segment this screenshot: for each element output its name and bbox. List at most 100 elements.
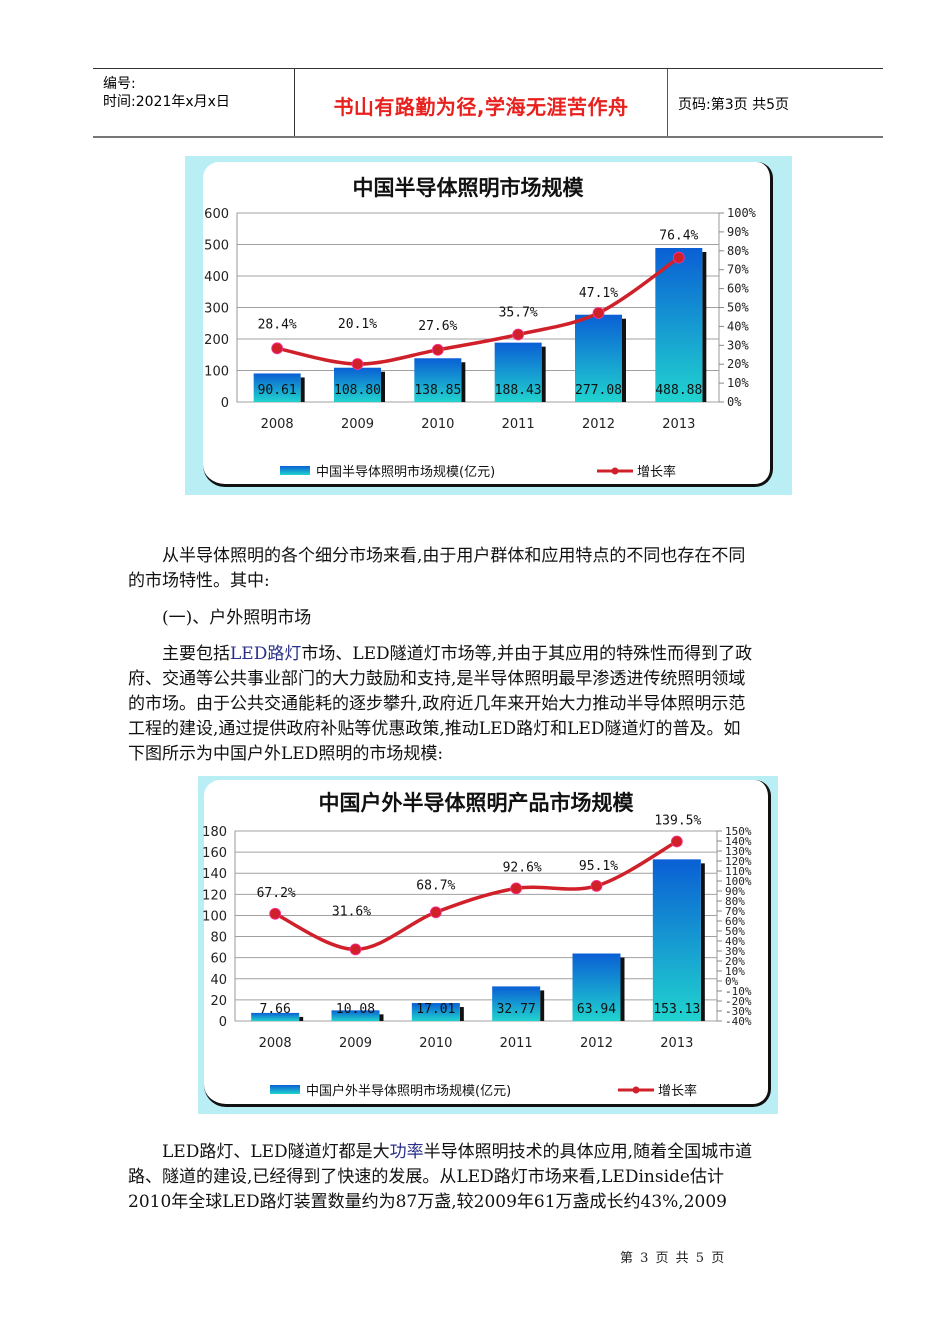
header-meta-cell: 编号: 时间:2021年x月x日 <box>93 69 295 136</box>
y2-axis-tick: 30% <box>725 945 745 958</box>
y-axis-tick: 60 <box>210 952 227 967</box>
x-axis-label: 2009 <box>339 1036 372 1051</box>
bar-value-label: 32.77 <box>497 1002 536 1017</box>
y-axis-tick: 200 <box>204 333 229 348</box>
y2-axis-tick: 110% <box>725 865 752 878</box>
bar-value-label: 108.80 <box>334 383 381 398</box>
page-number-label: 页码:第3页 共5页 <box>678 97 789 113</box>
growth-rate-label: 20.1% <box>338 317 377 332</box>
text-span: 市场、LED隧道灯市场等,并由于其应用的特殊性而得到了政 <box>301 644 753 664</box>
y-axis-tick: 100 <box>202 909 227 924</box>
legend-line-label: 增长率 <box>658 1083 697 1099</box>
power-link[interactable]: 功率 <box>389 1142 424 1162</box>
growth-rate-label: 27.6% <box>418 319 457 334</box>
text-line: 2010年全球LED路灯装置数量约为87万盏,较2009年61万盏成长约43%,… <box>128 1192 727 1212</box>
y2-axis-tick: 50% <box>727 301 749 315</box>
y2-axis-tick: 140% <box>725 835 752 848</box>
y2-axis-tick: -30% <box>725 1005 752 1018</box>
led-streetlight-link[interactable]: LED路灯 <box>230 644 302 664</box>
x-axis-label: 2013 <box>660 1036 693 1051</box>
y2-axis-tick: -10% <box>725 985 752 998</box>
chart-outdoor-lighting-market: 中国户外半导体照明产品市场规模 0 20 40 60 80 100 120 140 160 180 -… <box>198 776 778 1114</box>
text-span: LED路灯、LED隧道灯都是大 <box>162 1142 390 1162</box>
y2-axis-tick: 150% <box>725 825 752 838</box>
y-axis-tick: 20 <box>210 994 227 1009</box>
text-line: 的市场特性。其中: <box>128 571 270 591</box>
text-span: 半导体照明技术的具体应用,随着全国城市道 <box>423 1142 753 1162</box>
growth-rate-marker <box>429 906 442 919</box>
bar <box>331 1010 380 1021</box>
y2-axis-tick: 80% <box>727 244 749 258</box>
chart-semiconductor-lighting-market: 中国半导体照明市场规模 0 100 200 300 400 500 600 0% 10% 20% 30… <box>185 156 792 495</box>
y2-axis-tick: 20% <box>725 955 745 968</box>
y2-axis-tick: 100% <box>725 875 752 888</box>
section-heading-outdoor: (一)、户外照明市场 <box>128 606 853 631</box>
growth-rate-label: 67.2% <box>257 886 296 901</box>
x-axis-label: 2011 <box>500 1036 533 1051</box>
text-line: 的市场。由于公共交通能耗的逐步攀升,政府近几年来开始大力推动半导体照明示范 <box>128 694 746 714</box>
y2-axis-tick: 100% <box>727 206 757 220</box>
bar <box>492 986 541 1021</box>
text-line: 府、交通等公共事业部门的大力鼓励和支持,是半导体照明最早渗透进传统照明领域 <box>128 669 746 689</box>
text-line: 工程的建设,通过提供政府补贴等优惠政策,推动LED路灯和LED隧道灯的普及。如 <box>128 719 741 739</box>
bar-value-label: 488.88 <box>655 383 702 398</box>
text-line: 下图所示为中国户外LED照明的市场规模: <box>128 744 444 764</box>
y2-axis-tick: -20% <box>725 995 752 1008</box>
chart-1-canvas: 中国半导体照明市场规模 0 100 200 300 400 500 600 0% 10% 20% 30… <box>204 176 757 480</box>
growth-rate-marker <box>590 880 603 892</box>
paragraph-outdoor: 主要包括LED路灯市场、LED隧道灯市场等,并由于其应用的特殊性而得到了政 府、… <box>128 642 853 767</box>
growth-rate-marker <box>269 907 282 920</box>
x-axis-label: 2012 <box>582 417 615 432</box>
growth-rate-line <box>276 256 680 366</box>
text-line: 主要包括LED路灯市场、LED隧道灯市场等,并由于其应用的特殊性而得到了政 <box>128 642 853 667</box>
legend-bar-swatch <box>280 466 310 475</box>
growth-rate-label: 28.4% <box>258 317 297 332</box>
legend-bar-label: 中国半导体照明市场规模(亿元) <box>316 464 495 480</box>
bar-value-label: 153.13 <box>653 1002 700 1017</box>
y-axis-tick: 600 <box>204 207 229 222</box>
y2-axis-tick: 0% <box>727 395 742 409</box>
y2-axis-tick: 130% <box>725 845 752 858</box>
growth-rate-label: 95.1% <box>579 859 618 874</box>
y-axis-tick: 500 <box>204 239 229 254</box>
y-axis-tick: 400 <box>204 270 229 285</box>
growth-rate-marker <box>351 358 364 370</box>
bar <box>494 342 542 402</box>
growth-rate-marker <box>512 328 525 341</box>
header-page-cell: 页码:第3页 共5页 <box>668 69 883 136</box>
y2-axis-tick: 90% <box>725 885 745 898</box>
growth-rate-marker <box>349 943 362 956</box>
heading-text: (一)、户外照明市场 <box>162 608 312 628</box>
x-axis-label: 2009 <box>341 417 374 432</box>
bar <box>334 367 381 402</box>
bar-value-label: 277.08 <box>575 383 622 398</box>
header-motto-cell: 书山有路勤为径,学海无涯苦作舟 <box>295 69 668 136</box>
y2-axis-tick: 20% <box>727 357 749 371</box>
x-axis-label: 2010 <box>419 1036 452 1051</box>
bar <box>251 1012 300 1021</box>
bar <box>572 953 621 1021</box>
y2-axis-tick: 50% <box>725 925 745 938</box>
legend-bar-label: 中国户外半导体照明市场规模(亿元) <box>306 1083 511 1099</box>
text-line: LED路灯、LED隧道灯都是大功率半导体照明技术的具体应用,随着全国城市道 <box>128 1140 853 1165</box>
y2-axis-tick: 90% <box>727 225 749 239</box>
bar <box>414 358 462 402</box>
page-footer: 第 3 页 共 5 页 <box>620 1251 725 1266</box>
paragraph-led-streetlight: LED路灯、LED隧道灯都是大功率半导体照明技术的具体应用,随着全国城市道 路、… <box>128 1140 853 1215</box>
bar-value-label: 90.61 <box>258 383 297 398</box>
page-header: 编号: 时间:2021年x月x日 书山有路勤为径,学海无涯苦作舟 页码:第3页 … <box>93 68 883 138</box>
y2-axis-tick: 70% <box>727 263 749 277</box>
bar-value-label: 17.01 <box>416 1002 455 1017</box>
text-span: 主要包括 <box>162 644 230 664</box>
growth-rate-label: 76.4% <box>659 229 698 244</box>
growth-rate-marker <box>271 342 284 355</box>
x-axis-label: 2011 <box>502 417 535 432</box>
y2-axis-tick: 70% <box>725 905 745 918</box>
x-axis-label: 2012 <box>580 1036 613 1051</box>
serial-label: 编号: <box>103 76 136 92</box>
y2-axis-tick: 40% <box>727 319 749 333</box>
bar-value-label: 63.94 <box>577 1002 616 1017</box>
y2-axis-tick: 10% <box>725 965 745 978</box>
x-axis-label: 2010 <box>421 417 454 432</box>
bar <box>253 373 301 402</box>
